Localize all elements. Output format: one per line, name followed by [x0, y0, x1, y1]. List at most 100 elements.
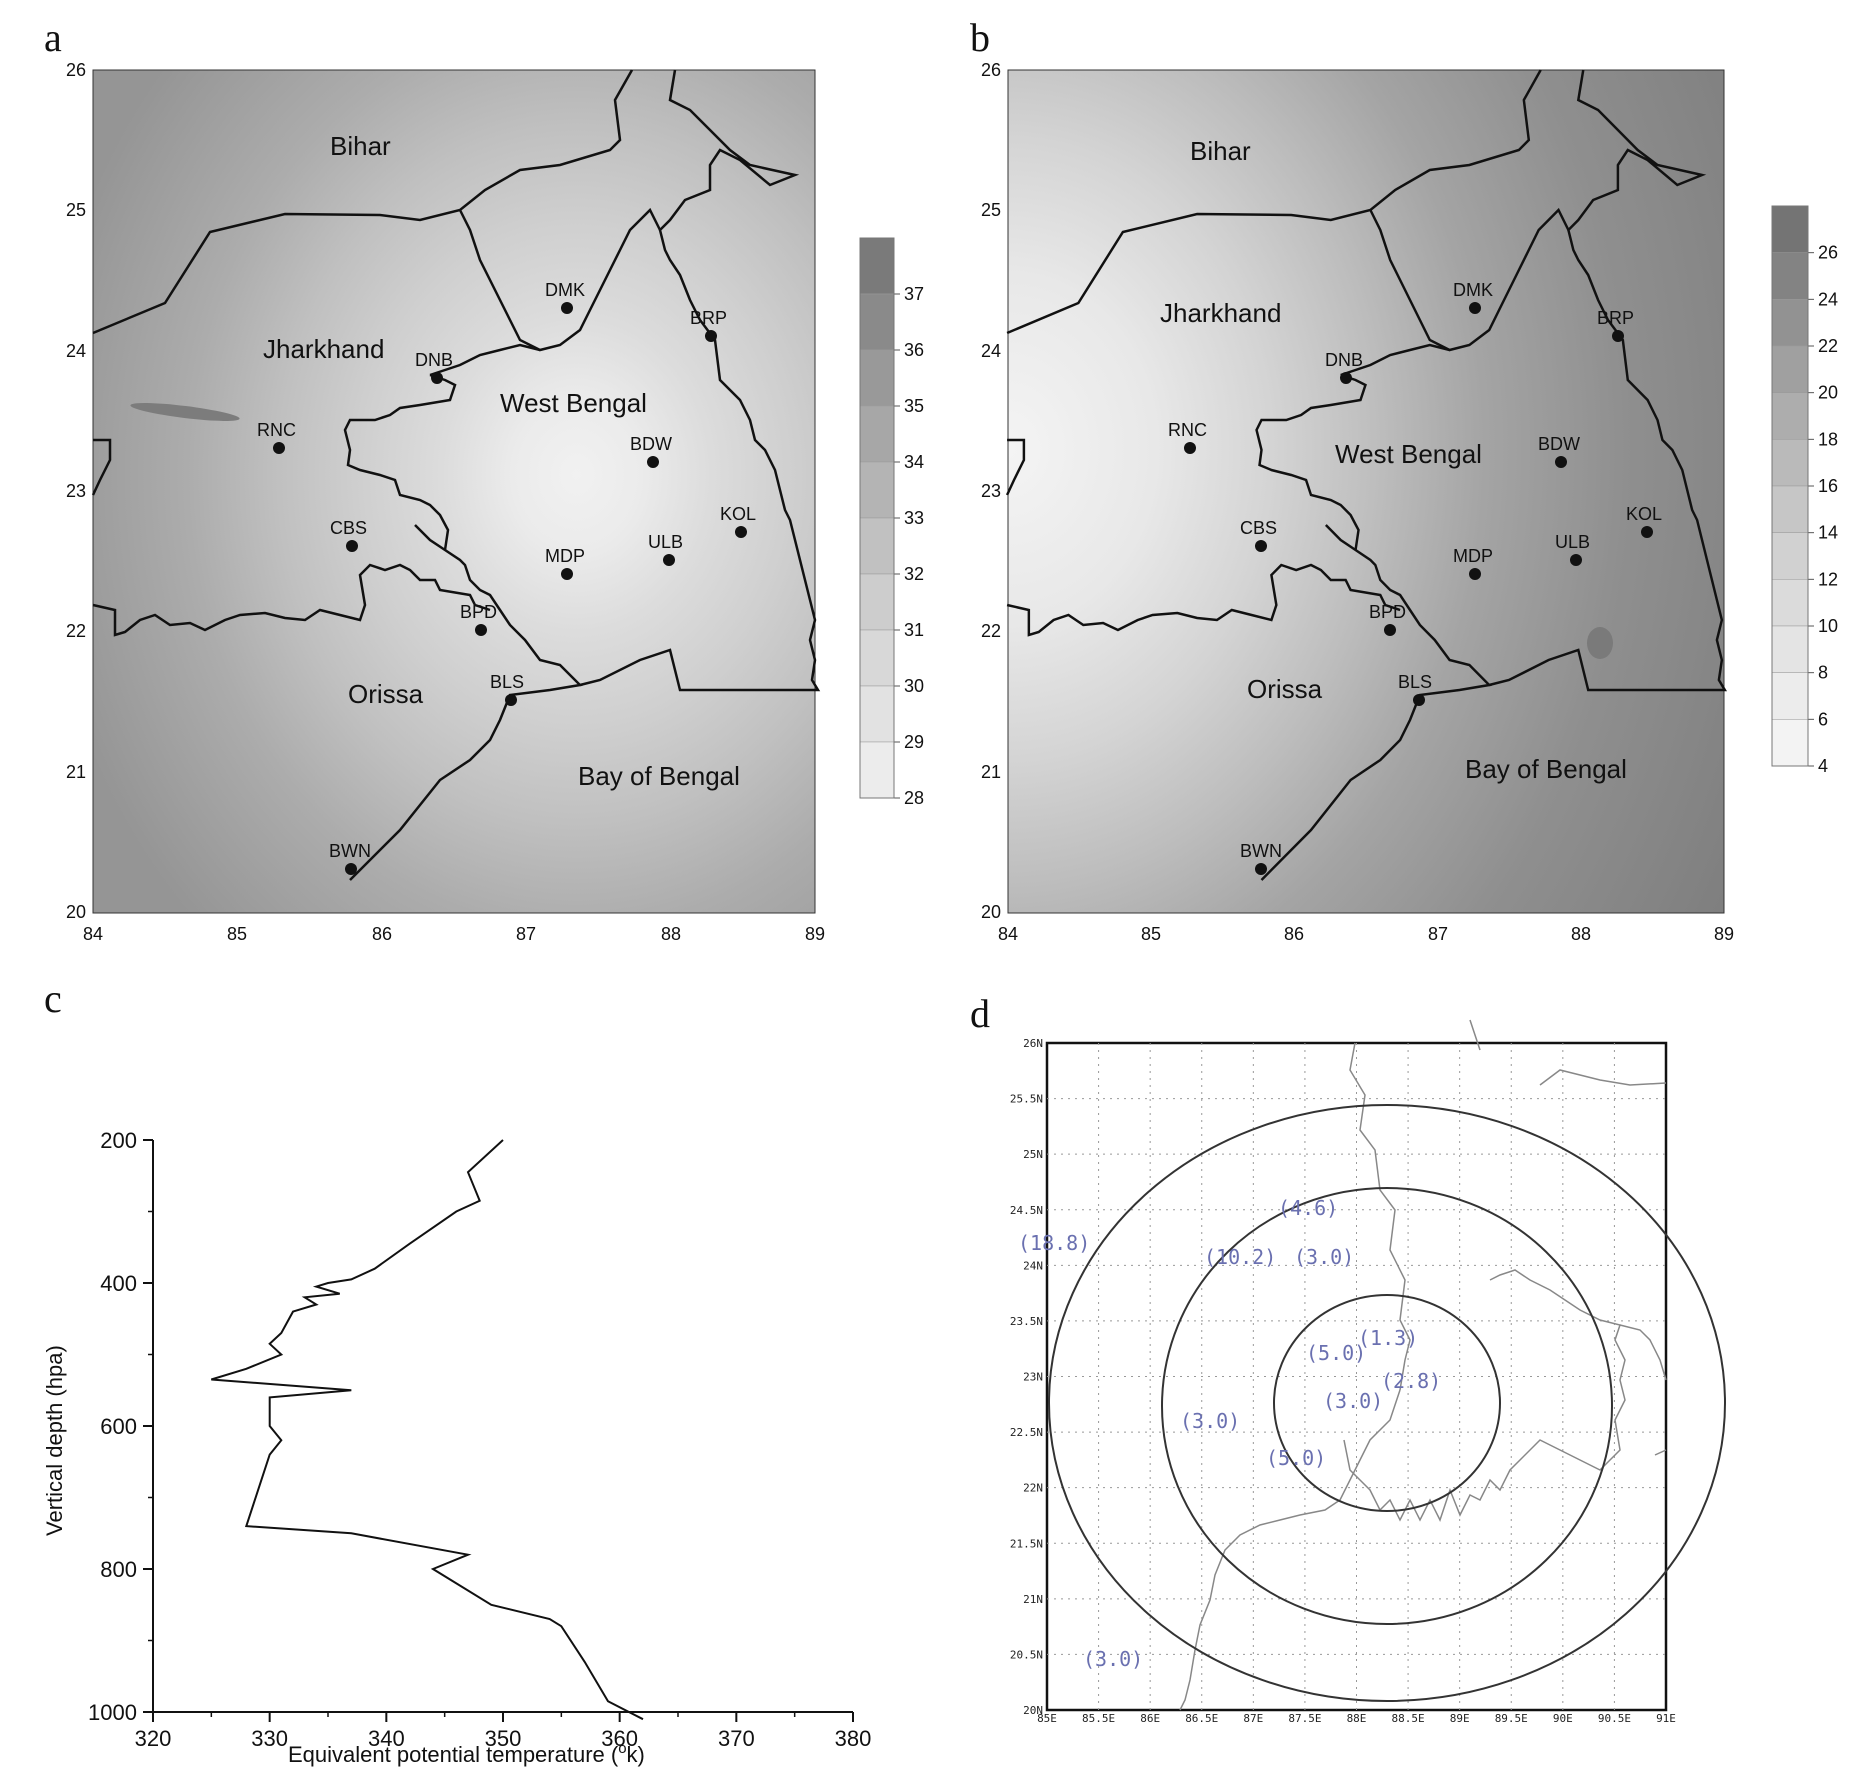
panel-b-x-axis: 84 85 86 87 88 89	[998, 924, 1734, 944]
station-label: BPD	[1369, 602, 1406, 622]
panel-d-ytick-label: 20.5N	[1010, 1648, 1043, 1661]
panel-a-xtick: 84	[83, 924, 103, 944]
panel-d-xtick-label: 88E	[1347, 1712, 1367, 1725]
panel-b-ytick: 25	[981, 200, 1001, 220]
panel-a-stations: DMK BRP DNB RNC BDW CBS KOL MDP ULB BPD …	[257, 280, 756, 875]
panel-d-value: (1.3)	[1358, 1326, 1418, 1350]
panel-c-x-ticks: 320 330 340 350 360 370 380	[135, 1712, 871, 1751]
panel-b-colorbar-swatch	[1771, 439, 1809, 487]
panel-d-range-circles	[1048, 1104, 1726, 1702]
panel-b-xtick: 84	[998, 924, 1018, 944]
panel-b-ytick: 26	[981, 60, 1001, 80]
station-label: ULB	[1555, 532, 1590, 552]
panel-b-colorbar-swatch	[1771, 672, 1809, 720]
panel-d-ytick-label: 21.5N	[1010, 1537, 1043, 1550]
panel-d-xtick-label: 86.5E	[1185, 1712, 1218, 1725]
panel-a-colorbar-label: 31	[904, 620, 924, 640]
range-circle-outer	[1048, 1104, 1726, 1702]
station-label: DMK	[545, 280, 585, 300]
station-label: BDW	[630, 434, 672, 454]
panel-a-colorbar-swatch	[859, 237, 895, 295]
panel-d-value: (10.2)	[1204, 1245, 1276, 1269]
station-label: BRP	[1597, 308, 1634, 328]
panel-b-colorbar-label: 16	[1818, 476, 1838, 496]
panel-b-xtick: 86	[1284, 924, 1304, 944]
panel-a-ytick: 22	[66, 621, 86, 641]
panel-b-ytick: 24	[981, 341, 1001, 361]
panel-b-regions: Bihar Jharkhand West Bengal Orissa Bay o…	[1160, 136, 1627, 784]
panel-c-xtick-label: 330	[251, 1726, 288, 1751]
panel-d-ytick-label: 25N	[1023, 1148, 1043, 1161]
station-label: DNB	[415, 350, 453, 370]
panel-c-xlabel-sup: o	[618, 1740, 626, 1757]
panel-b-colorbar-swatch	[1771, 205, 1809, 253]
panel-a-colorbar-label: 36	[904, 340, 924, 360]
panel-a-y-axis: 20 21 22 23 24 25 26	[66, 60, 86, 922]
station-label: MDP	[1453, 546, 1493, 566]
station-label: CBS	[330, 518, 367, 538]
panel-b-y-axis: 20 21 22 23 24 25 26	[981, 60, 1001, 922]
region-label-jharkhand: Jharkhand	[263, 334, 384, 364]
panel-b-dark-patch	[1587, 627, 1613, 659]
panel-a-dark-patch	[130, 403, 240, 421]
panel-a-colorbar-frame	[859, 237, 895, 799]
region-label-bay-of-bengal: Bay of Bengal	[578, 761, 740, 791]
panel-c-ytick-label: 1000	[88, 1700, 137, 1725]
panel-d-coastline	[1179, 1019, 1667, 1711]
panel-c-ytick-label: 800	[100, 1557, 137, 1582]
station-label: KOL	[1626, 504, 1662, 524]
panel-c-xtick-label: 360	[601, 1726, 638, 1751]
panel-a-colorbar-swatch	[859, 741, 895, 799]
station-label: MDP	[545, 546, 585, 566]
panel-b-colorbar-swatch	[1771, 579, 1809, 627]
panel-b-colorbar-label: 8	[1818, 663, 1828, 683]
panel-d-xtick-label: 89.5E	[1495, 1712, 1528, 1725]
region-label-west-bengal: West Bengal	[1335, 439, 1482, 469]
panel-d-ytick-label: 21N	[1023, 1593, 1043, 1606]
panel-b-colorbar-swatch	[1771, 532, 1809, 580]
panel-a-colorbar-swatch	[859, 461, 895, 519]
panel-d-xtick-label: 88.5E	[1392, 1712, 1425, 1725]
range-circle-middle	[1161, 1187, 1613, 1625]
panel-d-xtick-label: 89E	[1450, 1712, 1470, 1725]
panel-d-x-ticks: 85E 85.5E 86E 86.5E 87E 87.5E 88E 88.5E 89E 89.5E…	[1037, 1712, 1676, 1725]
station-label: ULB	[648, 532, 683, 552]
region-label-bihar: Bihar	[1190, 136, 1251, 166]
panel-d-xtick-label: 90.5E	[1598, 1712, 1631, 1725]
station-marker	[346, 540, 358, 552]
panel-c-y-ticks: 200 400 600 800 1000	[88, 1128, 153, 1725]
panel-d-values: (4.6) (18.8) (10.2) (3.0) (1.3) (5.0) (2…	[1018, 1196, 1441, 1671]
station-marker	[647, 456, 659, 468]
panel-d-xtick-label: 85.5E	[1082, 1712, 1115, 1725]
station-marker	[1469, 568, 1481, 580]
panel-d-xtick-label: 90E	[1553, 1712, 1573, 1725]
panel-a-ytick: 21	[66, 762, 86, 782]
panel-d-ytick-label: 23N	[1023, 1371, 1043, 1384]
panel-c-xlabel-main: Equivalent potential temperature (	[288, 1742, 619, 1767]
panel-c-ytick-label: 600	[100, 1414, 137, 1439]
station-label: DMK	[1453, 280, 1493, 300]
panel-d-value: (5.0)	[1306, 1341, 1366, 1365]
panel-a-x-axis: 84 85 86 87 88 89	[83, 924, 825, 944]
station-label: RNC	[1168, 420, 1207, 440]
panel-d-xtick-label: 85E	[1037, 1712, 1057, 1725]
panel-a-ytick: 24	[66, 341, 86, 361]
station-marker	[705, 330, 717, 342]
panel-b-colorbar-label: 10	[1818, 616, 1838, 636]
panel-b-colorbar-label: 4	[1818, 756, 1828, 776]
panel-c-xtick-label: 350	[485, 1726, 522, 1751]
panel-d-letter: d	[970, 991, 990, 1036]
panel-d-ytick-label: 26N	[1023, 1037, 1043, 1050]
station-marker	[561, 568, 573, 580]
station-label: CBS	[1240, 518, 1277, 538]
panel-b-colorbar-label: 24	[1818, 289, 1838, 309]
panel-c-y-axis-label: Vertical depth (hpa)	[42, 1345, 67, 1536]
station-marker	[475, 624, 487, 636]
panel-c-xtick-label: 370	[718, 1726, 755, 1751]
station-marker	[663, 554, 675, 566]
panel-b-xtick: 89	[1714, 924, 1734, 944]
station-marker	[1570, 554, 1582, 566]
station-marker	[505, 694, 517, 706]
panel-b-plot-area	[1007, 69, 1725, 914]
station-marker	[1255, 540, 1267, 552]
